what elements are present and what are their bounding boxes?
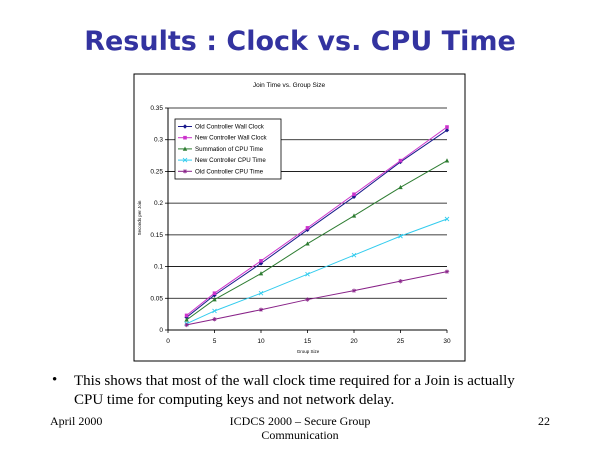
- legend-item: Old Controller Wall Clock: [178, 124, 265, 131]
- bullet-text: This shows that most of the wall clock t…: [74, 373, 515, 408]
- data-point: [398, 278, 403, 284]
- data-point: [444, 269, 450, 274]
- legend-label: Old Controller Wall Clock: [195, 124, 265, 131]
- data-point: [212, 317, 217, 322]
- data-point: [398, 158, 403, 163]
- chart-area: [133, 73, 466, 362]
- y-tick-label: 0.35: [150, 105, 163, 112]
- legend-marker: [182, 169, 188, 174]
- data-point: [444, 128, 450, 133]
- series-summation-of-cpu-time: [184, 158, 450, 322]
- data-point: [351, 252, 357, 258]
- x-tick-label: 30: [443, 338, 451, 345]
- data-point: [259, 259, 263, 263]
- data-point: [184, 317, 189, 322]
- x-axis-label: Group Size: [297, 349, 320, 354]
- data-point: [305, 241, 310, 246]
- x-tick-label: 5: [213, 338, 217, 345]
- y-tick-label: 0.05: [150, 295, 163, 302]
- data-point: [351, 213, 357, 218]
- y-tick-label: 0.3: [154, 137, 163, 144]
- legend-label: Old Controller CPU Time: [195, 168, 264, 175]
- data-point: [444, 158, 450, 163]
- data-point: [351, 288, 357, 293]
- x-tick-label: 0: [166, 338, 170, 345]
- legend-marker: [182, 124, 188, 129]
- series-new-controller-cpu-time: [184, 216, 450, 326]
- footer-page-number: 22: [538, 414, 550, 428]
- data-point: [212, 292, 217, 298]
- y-tick-label: 0.25: [150, 168, 163, 175]
- legend-item: New Controller Wall Clock: [178, 135, 268, 142]
- y-tick-label: 0.15: [150, 232, 163, 239]
- data-point: [258, 307, 264, 312]
- series-group: [184, 125, 450, 328]
- slide-title: Results : Clock vs. CPU Time: [84, 26, 516, 57]
- legend-label: New Controller Wall Clock: [195, 135, 268, 142]
- data-point: [305, 271, 310, 277]
- legend: Old Controller Wall Clock New Controller …: [174, 118, 282, 180]
- bullet-symbol: •: [52, 372, 58, 388]
- data-point: [258, 290, 264, 296]
- data-point: [445, 125, 449, 129]
- data-point: [352, 192, 356, 197]
- data-point: [184, 322, 189, 328]
- legend-marker: [183, 135, 187, 140]
- data-point: [258, 271, 264, 276]
- data-point: [212, 308, 217, 314]
- legend-item: Summation of CPU Time: [178, 146, 264, 153]
- footer-conference: ICDCS 2000 – Secure Group Communication: [229, 414, 371, 442]
- legend-label: Summation of CPU Time: [195, 146, 264, 153]
- data-point: [212, 291, 217, 296]
- data-point: [305, 297, 310, 302]
- y-tick-label: 0.1: [154, 264, 163, 271]
- x-tick-label: 15: [304, 338, 312, 345]
- data-point: [212, 297, 217, 302]
- series-old-controller-cpu-time: [184, 269, 450, 328]
- tick-labels: 0 0.05 0.1 0.15 0.2 0.25 0.3 0.35 0 5 10 15 20 25 30: [150, 105, 451, 345]
- x-tick-label: 25: [397, 338, 405, 345]
- data-point: [398, 233, 403, 239]
- axes: [165, 107, 448, 333]
- legend-label: New Controller CPU Time: [195, 157, 266, 164]
- legend-box: [174, 118, 282, 180]
- x-tick-label: 10: [257, 338, 265, 345]
- x-tick-label: 20: [350, 338, 358, 345]
- legend-marker: [182, 146, 188, 151]
- footer-date: April 2000: [50, 414, 103, 428]
- legend-item: New Controller CPU Time: [178, 157, 266, 164]
- data-point: [184, 313, 189, 318]
- data-point: [305, 226, 310, 230]
- chart-title: Join Time vs. Group Size: [253, 82, 326, 89]
- y-axis-label: Seconds per Join: [137, 200, 142, 235]
- data-point: [398, 184, 403, 190]
- data-point: [444, 216, 450, 222]
- legend-marker: [182, 157, 188, 163]
- y-tick-label: 0: [159, 327, 163, 334]
- y-tick-label: 0.2: [154, 200, 163, 207]
- series-new-controller-wall-clock: [184, 125, 449, 318]
- legend-item: Old Controller CPU Time: [178, 168, 264, 175]
